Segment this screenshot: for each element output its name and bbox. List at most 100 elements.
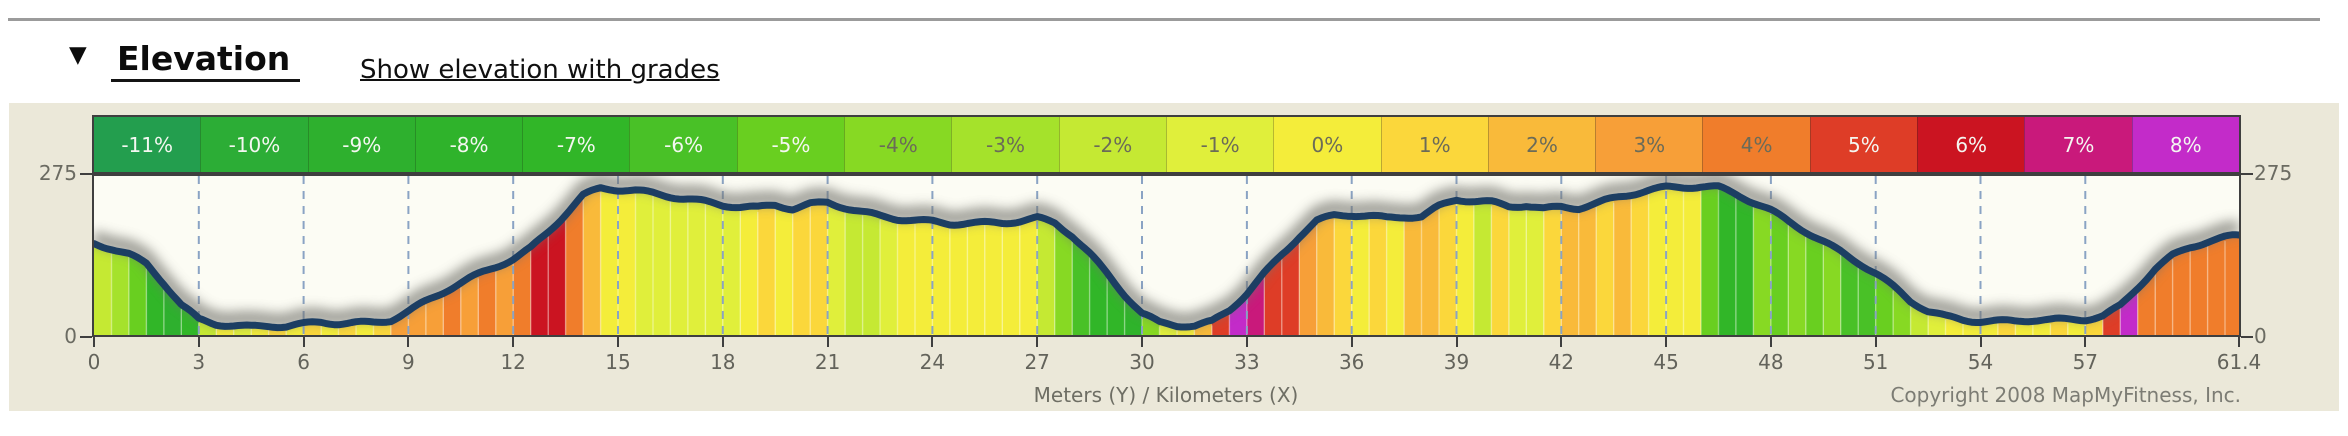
legend-grade-label: -10%	[228, 132, 281, 157]
legend-grade-cell: 2%	[1487, 117, 1596, 172]
grade-bars	[94, 185, 2239, 335]
x-tick-mark	[407, 337, 410, 347]
legend-grade-cell: 7%	[2024, 117, 2132, 172]
legend-grade-cell: 3%	[1595, 117, 1703, 172]
legend-grade-label: -8%	[449, 132, 489, 157]
legend-grade-label: -11%	[121, 132, 173, 157]
legend-grade-label: 5%	[1848, 132, 1880, 157]
legend-grade-label: -5%	[771, 132, 811, 157]
x-tick-label: 9	[402, 350, 415, 374]
legend-grade-label: 3%	[1633, 132, 1666, 157]
x-tick-label: 61.4	[2216, 350, 2262, 374]
x-tick-label: 12	[500, 350, 526, 374]
x-tick-label: 54	[1967, 350, 1994, 374]
x-tick-label: 15	[605, 350, 631, 374]
legend-grade-label: -3%	[986, 132, 1025, 157]
x-tick-mark	[197, 337, 200, 347]
y-tick-right-min	[2241, 336, 2253, 338]
legend-grade-label: -7%	[556, 132, 596, 157]
x-tick-mark	[302, 337, 305, 347]
line-shadow	[94, 176, 2239, 328]
x-tick-mark	[826, 337, 829, 347]
x-tick-label: 27	[1024, 350, 1050, 374]
legend-grade-cell: 1%	[1380, 117, 1488, 172]
legend-grade-cell: -4%	[844, 117, 952, 172]
collapse-triangle-icon[interactable]: ▼	[69, 42, 87, 68]
x-tick-mark	[1560, 337, 1563, 347]
x-tick-label: 33	[1234, 350, 1260, 374]
show-grades-link[interactable]: Show elevation with grades	[360, 55, 720, 85]
x-tick-mark	[1874, 337, 1877, 347]
legend-grade-label: 4%	[1740, 132, 1773, 157]
x-tick-label: 48	[1758, 350, 1784, 374]
x-tick-label: 51	[1862, 350, 1889, 374]
x-tick-label: 0	[87, 350, 101, 374]
y-axis-min-label-left: 0	[64, 324, 77, 348]
x-tick-label: 57	[2072, 350, 2099, 374]
legend-grade-cell: -6%	[629, 117, 737, 172]
y-tick-right-max	[2241, 173, 2253, 175]
x-tick-label: 36	[1338, 350, 1365, 374]
legend-grade-label: -4%	[878, 132, 918, 157]
legend-grade-cell: -3%	[951, 117, 1059, 172]
y-axis-max-label-left: 275	[38, 161, 77, 185]
x-tick-label: 39	[1443, 350, 1470, 374]
legend-grade-cell: 4%	[1702, 117, 1810, 172]
legend-grade-cell: -2%	[1058, 117, 1166, 172]
x-tick-mark	[512, 337, 515, 347]
legend-grade-label: -1%	[1200, 132, 1240, 157]
x-tick-label: 24	[919, 350, 946, 374]
elevation-line	[94, 182, 2239, 332]
grade-legend: -11% -10% -9% -8% -7% -6% -5% -4% -3% -2% -1% 0% 1% 2…	[92, 115, 2241, 174]
x-tick-label: 30	[1129, 350, 1155, 374]
x-tick-label: 6	[297, 350, 310, 374]
x-tick-label: 21	[814, 350, 841, 374]
x-tick-mark	[721, 337, 724, 347]
x-tick-mark	[1979, 337, 1982, 347]
legend-grade-label: 2%	[1526, 132, 1558, 157]
legend-grade-cell: -8%	[414, 117, 523, 172]
x-tick-label: 45	[1653, 350, 1679, 374]
x-tick-mark	[1245, 337, 1248, 347]
x-tick-mark	[617, 337, 619, 347]
y-tick-left-min	[80, 336, 92, 338]
legend-grade-cell: -1%	[1165, 117, 1274, 172]
legend-grade-label: -2%	[1093, 132, 1133, 157]
copyright-text: Copyright 2008 MapMyFitness, Inc.	[1890, 383, 2241, 407]
x-tick-label: 42	[1548, 350, 1575, 374]
section-title[interactable]: Elevation	[111, 39, 301, 82]
x-tick-label: 18	[710, 350, 736, 374]
legend-grade-cell: -9%	[307, 117, 415, 172]
legend-grade-label: 1%	[1418, 132, 1451, 157]
y-axis-max-label-right: 275	[2254, 161, 2293, 185]
legend-grade-label: 0%	[1311, 132, 1344, 157]
elevation-profile-chart[interactable]	[94, 176, 2239, 335]
axis-units-caption: Meters (Y) / Kilometers (X)	[1033, 383, 1299, 407]
legend-grade-cell: 6%	[1917, 117, 2025, 172]
plot-area[interactable]	[92, 174, 2241, 337]
x-tick-mark	[1036, 337, 1039, 347]
x-tick-label: 3	[192, 350, 206, 374]
x-tick-mark	[2238, 337, 2240, 347]
y-tick-left-max	[80, 173, 92, 175]
legend-grade-cell: 5%	[1809, 117, 1918, 172]
legend-grade-cell: 0%	[1273, 117, 1381, 172]
legend-grade-cell: -5%	[736, 117, 845, 172]
legend-grade-label: -6%	[664, 132, 704, 157]
x-tick-mark	[2084, 337, 2087, 347]
elevation-chart-panel: -11% -10% -9% -8% -7% -6% -5% -4% -3% -2% -1% 0% 1% 2…	[9, 103, 2339, 411]
legend-grade-cell: -11%	[94, 117, 201, 172]
legend-grade-cell: -7%	[522, 117, 630, 172]
y-axis-min-label-right: 0	[2254, 324, 2267, 348]
section-divider	[8, 18, 2320, 21]
x-tick-mark	[931, 337, 934, 347]
legend-grade-label: 6%	[1955, 132, 1988, 157]
legend-grade-label: -9%	[342, 132, 382, 157]
x-tick-mark	[1350, 337, 1353, 347]
x-tick-mark	[93, 337, 95, 347]
legend-grade-cell: 8%	[2131, 117, 2239, 172]
legend-grade-label: 7%	[2062, 132, 2095, 157]
x-tick-mark	[1455, 337, 1458, 347]
x-tick-mark	[1769, 337, 1772, 347]
x-tick-mark	[1665, 337, 1668, 347]
